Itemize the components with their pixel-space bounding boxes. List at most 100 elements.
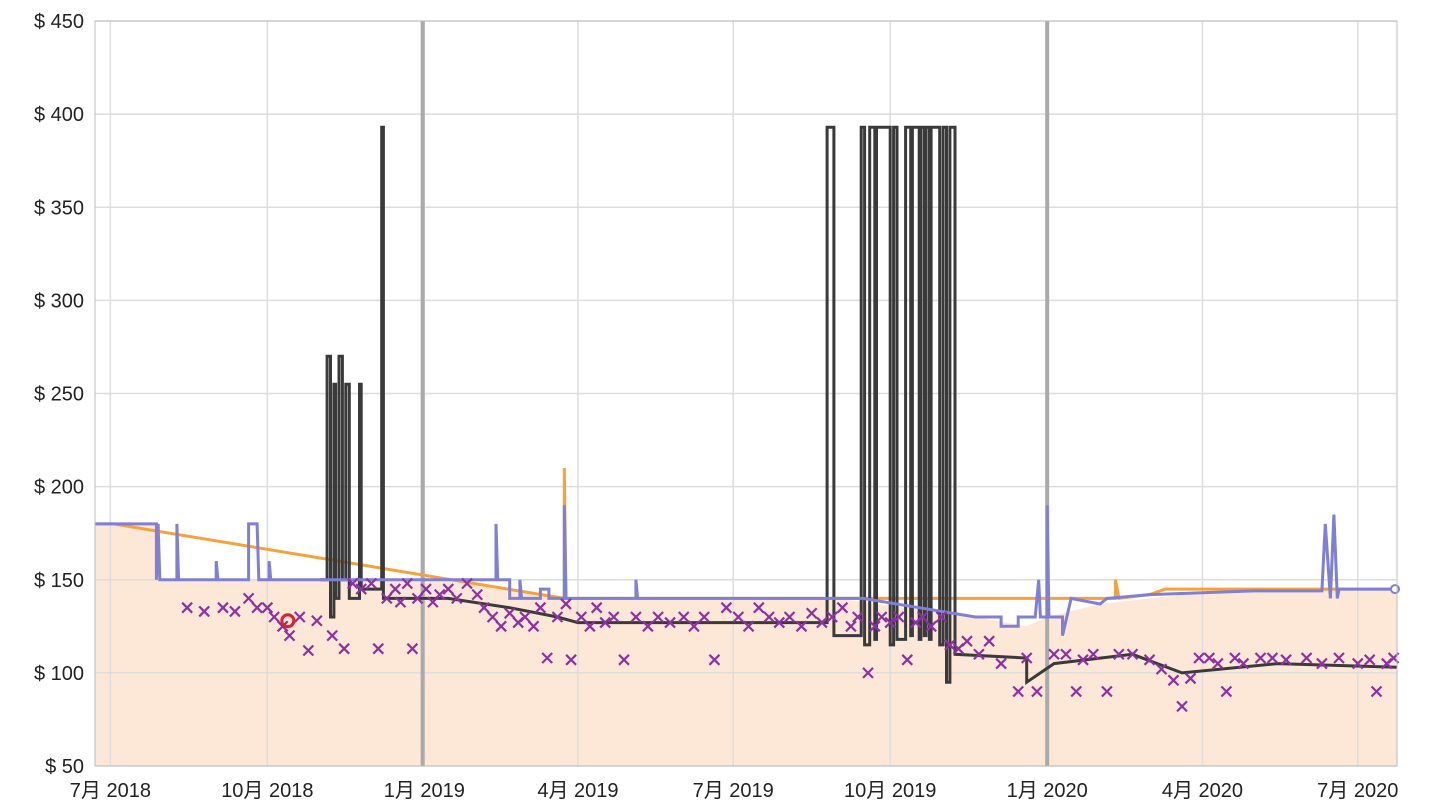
end-point-marker [1390,584,1400,595]
deal-point-marker [590,601,603,614]
deal-point-marker [1212,657,1224,670]
x-tick-label: 7月 2018 [70,780,151,802]
deal-point-marker [1280,654,1292,666]
deal-point-marker [845,620,857,633]
deal-point-marker [1155,663,1168,675]
deal-point-marker [251,601,263,614]
y-tick-label: $ 350 [34,197,84,219]
x-tick-label: 1月 2019 [384,780,465,802]
y-tick-label: $ 400 [34,104,84,126]
deal-point-marker [795,620,808,633]
deal-point-marker [1070,685,1082,698]
y-tick-label: $ 100 [34,663,84,685]
deal-point-marker [381,592,393,605]
deal-point-marker [541,652,553,664]
deal-point-marker [1012,685,1024,698]
deal-point-marker [1077,654,1089,666]
deal-point-marker [229,605,241,618]
deal-point-marker [293,611,306,623]
deal-point-marker [355,583,367,595]
year-marker-lines [420,21,1050,766]
deal-point-marker [503,607,516,620]
deal-point-marker [763,611,775,623]
deal-point-marker [1266,652,1279,664]
deal-point-marker [1101,685,1113,698]
deal-point-marker [884,616,896,629]
deal-point-marker [261,601,274,614]
deal-point-marker [901,654,914,666]
deal-point-marker [471,588,484,601]
deal-point-marker [551,611,564,623]
deal-point-marker [442,583,455,595]
deal-point-marker [433,588,446,601]
series-lines [95,125,1398,686]
deal-point-marker [983,635,995,647]
deal-point-marker [1370,685,1383,698]
x-tick-label: 7月 2019 [693,780,774,802]
deal-point-marker [944,639,956,651]
y-tick-label: $ 450 [34,11,84,33]
x-axis-tick-labels: 7月 2018 10月 2018 1月 2019 4月 2019 7月 2019 10月 … [70,780,1399,802]
deal-point-marker [816,616,828,629]
y-tick-label: $ 300 [34,290,84,312]
deal-point-marker [1113,648,1125,661]
deal-point-marker [916,611,929,623]
deal-point-marker [283,629,296,642]
deal-point-marker [365,577,378,590]
deal-point-marker [527,620,540,633]
deal-point-marker [302,644,315,657]
deal-point-marker [411,592,424,605]
deal-point-marker [311,614,323,627]
used-price-line [320,125,1398,686]
deal-point-marker [742,620,755,633]
x-tick-label: 10月 2019 [844,780,936,802]
deal-point-marker [618,654,630,666]
x-tick-label: 4月 2019 [537,780,618,802]
deal-point-marker [826,611,838,623]
area-fill-path [95,523,1397,766]
deal-point-marker [268,611,280,623]
deal-point-marker [401,577,414,590]
deal-point-marker [720,601,733,614]
deal-point-marker [1184,672,1197,685]
highlight-point-marker [280,613,296,629]
deal-point-marker [389,583,402,595]
deal-point-marker [217,601,229,614]
deal-point-marker [478,601,490,614]
deal-point-marker [1316,657,1328,670]
deal-point-marker [1254,652,1267,664]
deal-point-marker [961,635,973,647]
deal-point-marker [338,642,350,655]
deal-point-marker [420,583,432,595]
deal-point-marker [1351,657,1364,670]
deal-point-marker [773,616,786,629]
deal-point-marker [1229,652,1241,664]
deal-point-marker [664,616,676,629]
deal-point-marker [1220,685,1233,698]
deal-point-marker [607,611,620,623]
deal-point-marker [519,611,531,623]
deal-point-marker [995,657,1007,670]
y-tick-label: $ 200 [34,477,84,499]
deal-point-marker [925,620,937,633]
deal-point-marker [1237,657,1250,670]
deal-point-marker [862,667,874,679]
deal-point-marker [1031,685,1043,698]
x-tick-label: 10月 2018 [221,780,313,802]
deal-point-marker [450,592,463,605]
deal-point-marker [1167,674,1180,687]
deal-point-marker [461,577,473,590]
deal-point-marker [372,642,385,655]
deal-point-marker [851,611,864,623]
deal-point-marker [1143,654,1156,666]
deal-point-marker [1060,648,1072,661]
deal-point-marker [783,611,796,623]
x-tick-label: 4月 2020 [1162,780,1243,802]
deal-point-marker [346,577,359,590]
deal-point-marker [973,648,985,661]
deal-point-marker [1203,652,1216,664]
deal-point-marker [677,611,690,623]
plot-frame [94,20,1398,767]
deal-point-marker [1300,652,1313,664]
